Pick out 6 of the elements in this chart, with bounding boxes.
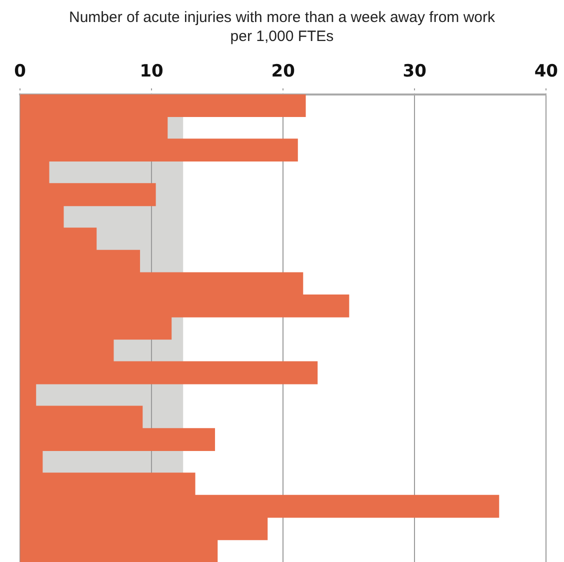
x-tick-label: 20 bbox=[271, 62, 296, 82]
x-tick-label: 0 bbox=[14, 62, 26, 82]
x-tick-label: 10 bbox=[140, 62, 164, 82]
x-tick-label: 30 bbox=[402, 62, 427, 82]
chart-title: Number of acute injuries with more than a week away from work per 1,000 FTEs bbox=[68, 8, 496, 46]
x-tick-label: 40 bbox=[534, 62, 558, 82]
